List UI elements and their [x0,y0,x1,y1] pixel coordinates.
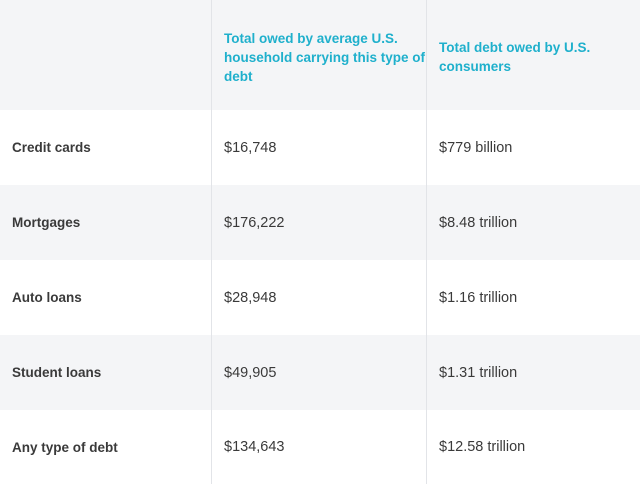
row-label: Any type of debt [0,410,212,484]
header-empty-cell [0,0,212,110]
total-value: $1.31 trillion [427,335,640,410]
row-label: Auto loans [0,260,212,335]
row-label: Mortgages [0,185,212,260]
household-value: $28,948 [212,260,427,335]
total-value: $12.58 trillion [427,410,640,484]
total-value: $779 billion [427,110,640,185]
household-value: $176,222 [212,185,427,260]
household-value: $16,748 [212,110,427,185]
total-value: $8.48 trillion [427,185,640,260]
header-total-debt: Total debt owed by U.S. consumers [427,0,640,110]
row-label: Student loans [0,335,212,410]
row-label: Credit cards [0,110,212,185]
header-household-debt: Total owed by average U.S. household car… [212,0,427,110]
total-value: $1.16 trillion [427,260,640,335]
household-value: $49,905 [212,335,427,410]
household-value: $134,643 [212,410,427,484]
